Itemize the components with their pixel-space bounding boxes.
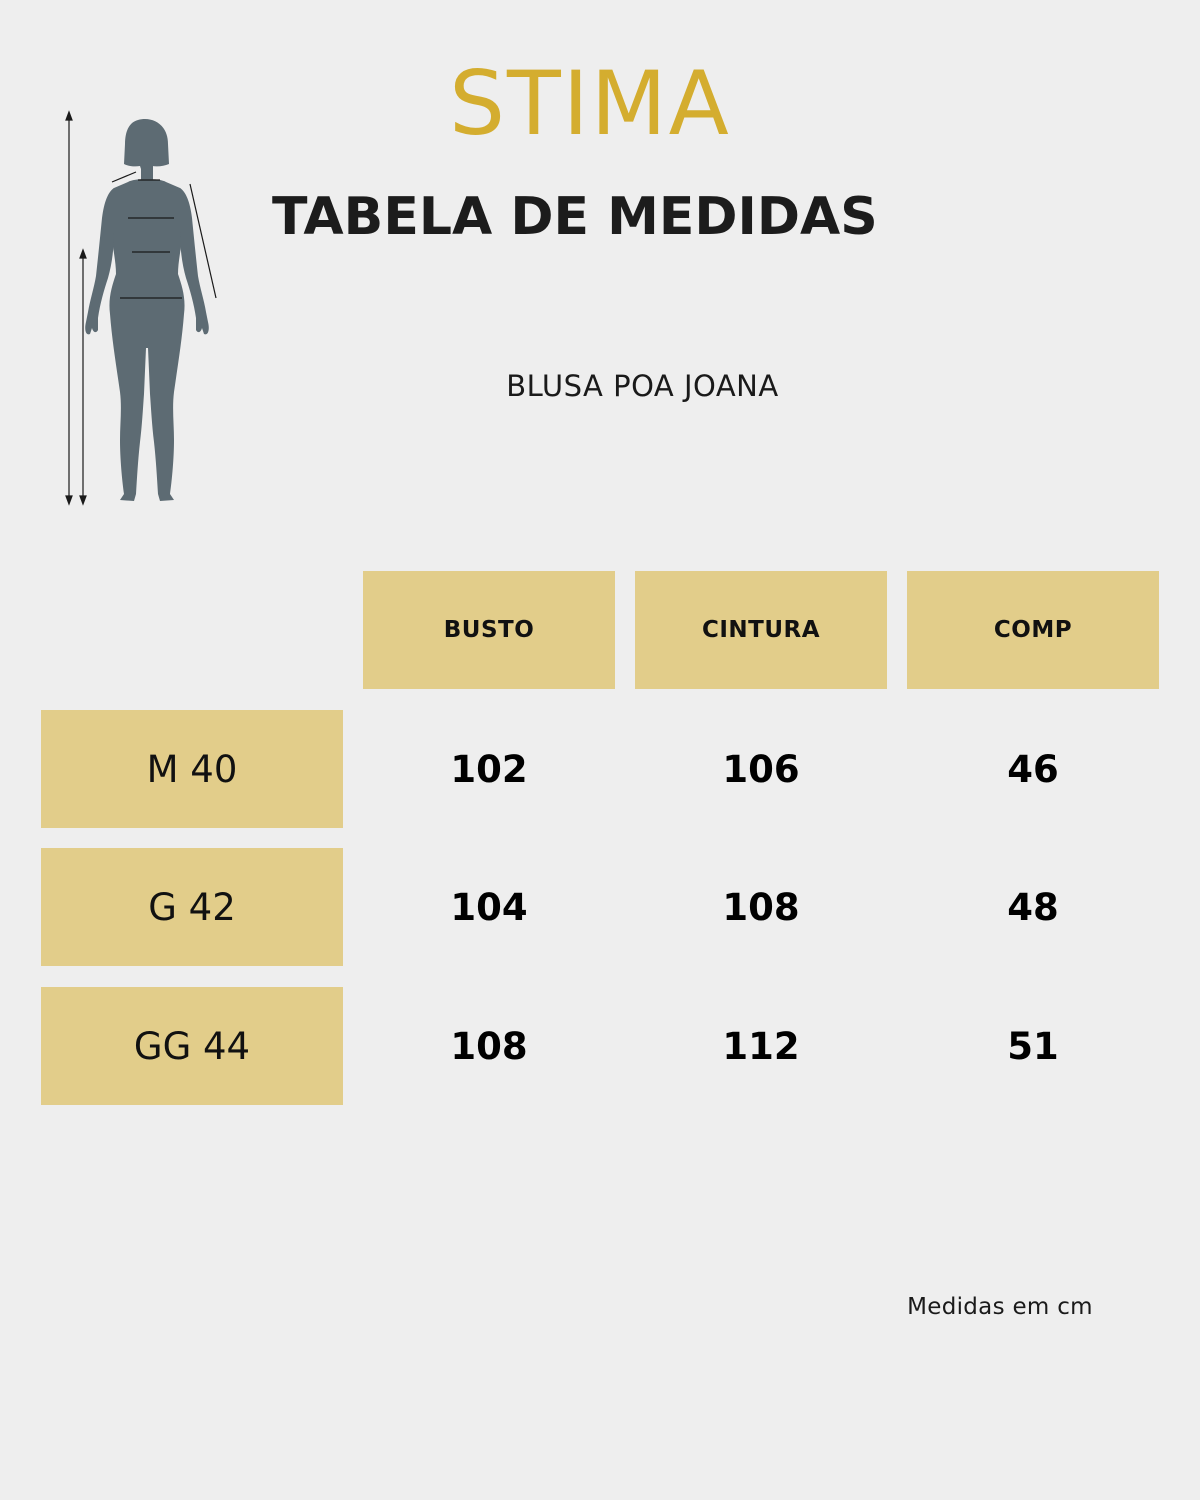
column-header-cintura: CINTURA <box>635 571 887 689</box>
brand-logo: STIMA <box>449 52 731 155</box>
body-measurement-figure-icon <box>65 110 217 506</box>
table-cell-comp: 51 <box>1007 1024 1059 1068</box>
table-cell-cintura: 106 <box>722 747 800 791</box>
table-cell-busto: 104 <box>450 885 528 929</box>
table-cell-comp: 48 <box>1007 885 1059 929</box>
column-header-busto: BUSTO <box>363 571 615 689</box>
row-size-label: G 42 <box>41 848 343 966</box>
table-cell-busto: 108 <box>450 1024 528 1068</box>
measurement-lines <box>65 110 217 506</box>
row-size-label: GG 44 <box>41 987 343 1105</box>
table-cell-busto: 102 <box>450 747 528 791</box>
table-cell-cintura: 108 <box>722 885 800 929</box>
column-header-comp: COMP <box>907 571 1159 689</box>
silhouette <box>85 119 209 501</box>
page-title: TABELA DE MEDIDAS <box>272 187 878 247</box>
table-cell-cintura: 112 <box>722 1024 800 1068</box>
product-name: BLUSA POA JOANA <box>506 369 779 403</box>
row-size-label: M 40 <box>41 710 343 828</box>
units-footnote: Medidas em cm <box>907 1294 1093 1320</box>
table-cell-comp: 46 <box>1007 747 1059 791</box>
